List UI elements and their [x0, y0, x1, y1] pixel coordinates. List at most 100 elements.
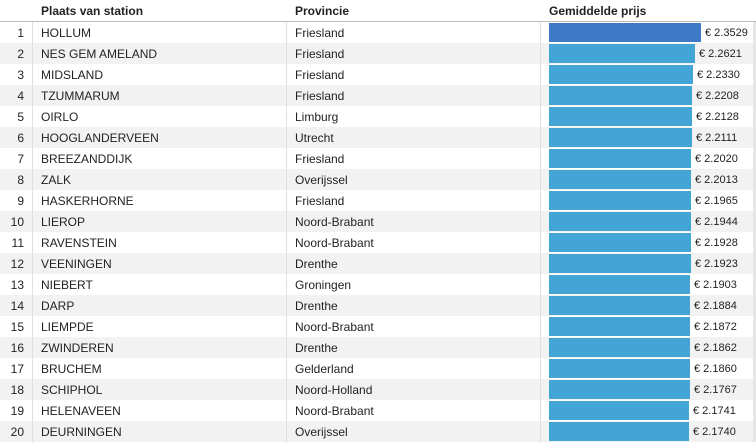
row-index: 1: [0, 22, 33, 43]
table-row[interactable]: 11 RAVENSTEIN Noord-Brabant € 2.1928: [0, 232, 756, 253]
row-index: 7: [0, 148, 33, 169]
header-station[interactable]: Plaats van station: [41, 3, 144, 18]
station-name: BREEZANDDIJK: [33, 148, 287, 169]
table-row[interactable]: 10 LIEROP Noord-Brabant € 2.1944: [0, 211, 756, 232]
price-cell: € 2.1928: [541, 232, 756, 253]
scrollbar[interactable]: [753, 22, 756, 442]
province-name: Noord-Brabant: [287, 232, 541, 253]
province-name: Friesland: [287, 148, 541, 169]
table-row[interactable]: 1 HOLLUM Friesland € 2.3529: [0, 22, 756, 43]
price-cell: € 2.1944: [541, 211, 756, 232]
table-row[interactable]: 2 NES GEM AMELAND Friesland € 2.2621: [0, 43, 756, 64]
table-row[interactable]: 14 DARP Drenthe € 2.1884: [0, 295, 756, 316]
row-index: 6: [0, 127, 33, 148]
row-index: 15: [0, 316, 33, 337]
province-name: Noord-Brabant: [287, 211, 541, 232]
province-name: Drenthe: [287, 295, 541, 316]
price-bar: [549, 338, 690, 357]
price-bar: [549, 275, 690, 294]
table-row[interactable]: 3 MIDSLAND Friesland € 2.2330: [0, 64, 756, 85]
table-row[interactable]: 4 TZUMMARUM Friesland € 2.2208: [0, 85, 756, 106]
price-bar: [549, 254, 691, 273]
province-name: Overijssel: [287, 421, 541, 442]
table-row[interactable]: 13 NIEBERT Groningen € 2.1903: [0, 274, 756, 295]
price-bar-wrap: € 2.1767: [549, 379, 756, 400]
station-name: OIRLO: [33, 106, 287, 127]
price-cell: € 2.3529: [541, 22, 756, 43]
price-label: € 2.2013: [695, 173, 738, 186]
province-name: Groningen: [287, 274, 541, 295]
price-label: € 2.1862: [694, 341, 737, 354]
table-row[interactable]: 18 SCHIPHOL Noord-Holland € 2.1767: [0, 379, 756, 400]
price-bar: [549, 65, 693, 84]
province-name: Utrecht: [287, 127, 541, 148]
price-bar-wrap: € 2.1872: [549, 316, 756, 337]
price-cell: € 2.2330: [541, 64, 756, 85]
price-bar-wrap: € 2.1741: [549, 400, 756, 421]
table-row[interactable]: 8 ZALK Overijssel € 2.2013: [0, 169, 756, 190]
price-label: € 2.2111: [696, 131, 738, 144]
header-province[interactable]: Provincie: [295, 3, 350, 18]
price-label: € 2.1767: [694, 383, 737, 396]
price-bar: [549, 422, 689, 441]
price-label: € 2.1741: [693, 404, 736, 417]
price-cell: € 2.2621: [541, 43, 756, 64]
price-bar-wrap: € 2.1903: [549, 274, 756, 295]
price-bar-wrap: € 2.2208: [549, 85, 756, 106]
row-index: 4: [0, 85, 33, 106]
table-row[interactable]: 9 HASKERHORNE Friesland € 2.1965: [0, 190, 756, 211]
header-price[interactable]: Gemiddelde prijs: [549, 3, 647, 18]
table-row[interactable]: 7 BREEZANDDIJK Friesland € 2.2020: [0, 148, 756, 169]
province-name: Friesland: [287, 22, 541, 43]
table-body: 1 HOLLUM Friesland € 2.3529 2 NES GEM AMELAND…: [0, 22, 756, 442]
price-bar-wrap: € 2.1860: [549, 358, 756, 379]
province-name: Friesland: [287, 85, 541, 106]
price-label: € 2.1903: [694, 278, 737, 291]
province-name: Noord-Holland: [287, 379, 541, 400]
price-bar-wrap: € 2.1884: [549, 295, 756, 316]
station-name: DEURNINGEN: [33, 421, 287, 442]
table-row[interactable]: 15 LIEMPDE Noord-Brabant € 2.1872: [0, 316, 756, 337]
price-bar: [549, 233, 691, 252]
station-name: LIEMPDE: [33, 316, 287, 337]
price-bar-wrap: € 2.2330: [549, 64, 756, 85]
price-bar-wrap: € 2.2020: [549, 148, 756, 169]
row-index: 13: [0, 274, 33, 295]
price-bar: [549, 401, 689, 420]
province-name: Drenthe: [287, 337, 541, 358]
table-header: Plaats van station Provincie Gemiddelde …: [0, 0, 756, 22]
price-bar: [549, 359, 690, 378]
price-bar: [549, 128, 692, 147]
price-label: € 2.2208: [696, 89, 739, 102]
table-row[interactable]: 20 DEURNINGEN Overijssel € 2.1740: [0, 421, 756, 442]
price-bar-wrap: € 2.1928: [549, 232, 756, 253]
row-index: 2: [0, 43, 33, 64]
row-index: 16: [0, 337, 33, 358]
province-name: Friesland: [287, 64, 541, 85]
table-row[interactable]: 12 VEENINGEN Drenthe € 2.1923: [0, 253, 756, 274]
price-cell: € 2.2208: [541, 85, 756, 106]
station-name: ZWINDEREN: [33, 337, 287, 358]
table-row[interactable]: 16 ZWINDEREN Drenthe € 2.1862: [0, 337, 756, 358]
price-bar-wrap: € 2.1923: [549, 253, 756, 274]
header-index: [0, 0, 33, 21]
table-row[interactable]: 19 HELENAVEEN Noord-Brabant € 2.1741: [0, 400, 756, 421]
price-label: € 2.2128: [696, 110, 739, 123]
price-cell: € 2.1872: [541, 316, 756, 337]
price-cell: € 2.1903: [541, 274, 756, 295]
price-cell: € 2.1923: [541, 253, 756, 274]
price-cell: € 2.2020: [541, 148, 756, 169]
row-index: 12: [0, 253, 33, 274]
province-name: Limburg: [287, 106, 541, 127]
price-label: € 2.1928: [695, 236, 738, 249]
price-cell: € 2.2013: [541, 169, 756, 190]
table-row[interactable]: 6 HOOGLANDERVEEN Utrecht € 2.2111: [0, 127, 756, 148]
table-row[interactable]: 17 BRUCHEM Gelderland € 2.1860: [0, 358, 756, 379]
price-label: € 2.1860: [694, 362, 737, 375]
price-label: € 2.1740: [693, 425, 736, 438]
table-row[interactable]: 5 OIRLO Limburg € 2.2128: [0, 106, 756, 127]
price-bar: [549, 170, 691, 189]
price-cell: € 2.1884: [541, 295, 756, 316]
price-cell: € 2.1767: [541, 379, 756, 400]
